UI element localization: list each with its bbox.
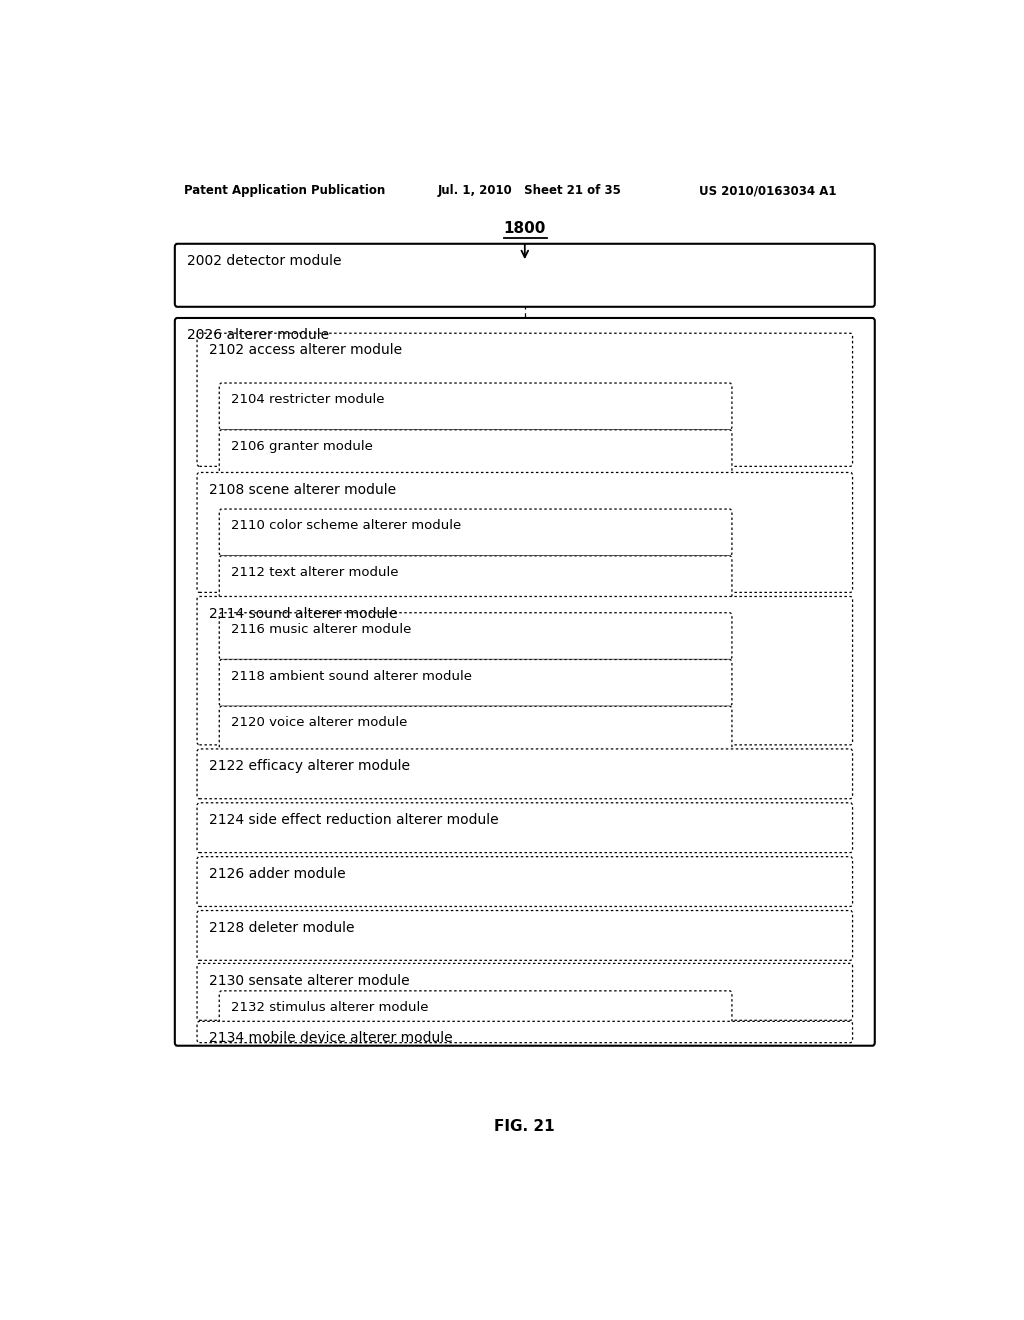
Text: 2104 restricter module: 2104 restricter module — [231, 393, 385, 407]
FancyBboxPatch shape — [219, 612, 732, 660]
FancyBboxPatch shape — [197, 748, 853, 799]
FancyBboxPatch shape — [219, 556, 732, 602]
FancyBboxPatch shape — [197, 333, 853, 466]
Text: 2122 efficacy alterer module: 2122 efficacy alterer module — [209, 759, 410, 774]
Text: 2126 adder module: 2126 adder module — [209, 867, 345, 880]
FancyBboxPatch shape — [219, 510, 732, 556]
FancyBboxPatch shape — [197, 857, 853, 907]
Text: 2114 sound alterer module: 2114 sound alterer module — [209, 607, 397, 620]
FancyBboxPatch shape — [219, 660, 732, 706]
Text: 2120 voice alterer module: 2120 voice alterer module — [231, 717, 408, 730]
FancyBboxPatch shape — [219, 706, 732, 752]
FancyBboxPatch shape — [219, 991, 732, 1027]
Text: 2124 side effect reduction alterer module: 2124 side effect reduction alterer modul… — [209, 813, 499, 826]
FancyBboxPatch shape — [197, 597, 853, 744]
Text: 2108 scene alterer module: 2108 scene alterer module — [209, 483, 396, 496]
Text: Patent Application Publication: Patent Application Publication — [183, 185, 385, 198]
Text: 2118 ambient sound alterer module: 2118 ambient sound alterer module — [231, 669, 472, 682]
Text: 2106 granter module: 2106 granter module — [231, 440, 373, 453]
Text: US 2010/0163034 A1: US 2010/0163034 A1 — [699, 185, 837, 198]
FancyBboxPatch shape — [197, 964, 853, 1020]
Text: Jul. 1, 2010   Sheet 21 of 35: Jul. 1, 2010 Sheet 21 of 35 — [437, 185, 622, 198]
Text: FIG. 21: FIG. 21 — [495, 1118, 555, 1134]
FancyBboxPatch shape — [197, 803, 853, 853]
FancyBboxPatch shape — [219, 430, 732, 477]
Text: 2026 alterer module: 2026 alterer module — [186, 329, 329, 342]
Text: 2134 mobile device alterer module: 2134 mobile device alterer module — [209, 1031, 453, 1045]
FancyBboxPatch shape — [197, 1022, 853, 1043]
Text: 2110 color scheme alterer module: 2110 color scheme alterer module — [231, 519, 462, 532]
FancyBboxPatch shape — [175, 244, 874, 306]
Text: 2102 access alterer module: 2102 access alterer module — [209, 343, 402, 358]
Text: 2112 text alterer module: 2112 text alterer module — [231, 566, 398, 579]
Text: 2116 music alterer module: 2116 music alterer module — [231, 623, 412, 636]
FancyBboxPatch shape — [219, 383, 732, 430]
Text: 2002 detector module: 2002 detector module — [186, 253, 341, 268]
Text: 2128 deleter module: 2128 deleter module — [209, 921, 354, 935]
FancyBboxPatch shape — [197, 911, 853, 961]
Text: 2130 sensate alterer module: 2130 sensate alterer module — [209, 974, 410, 987]
FancyBboxPatch shape — [175, 318, 874, 1045]
Text: 2132 stimulus alterer module: 2132 stimulus alterer module — [231, 1001, 429, 1014]
FancyBboxPatch shape — [197, 473, 853, 593]
Text: 1800: 1800 — [504, 220, 546, 236]
